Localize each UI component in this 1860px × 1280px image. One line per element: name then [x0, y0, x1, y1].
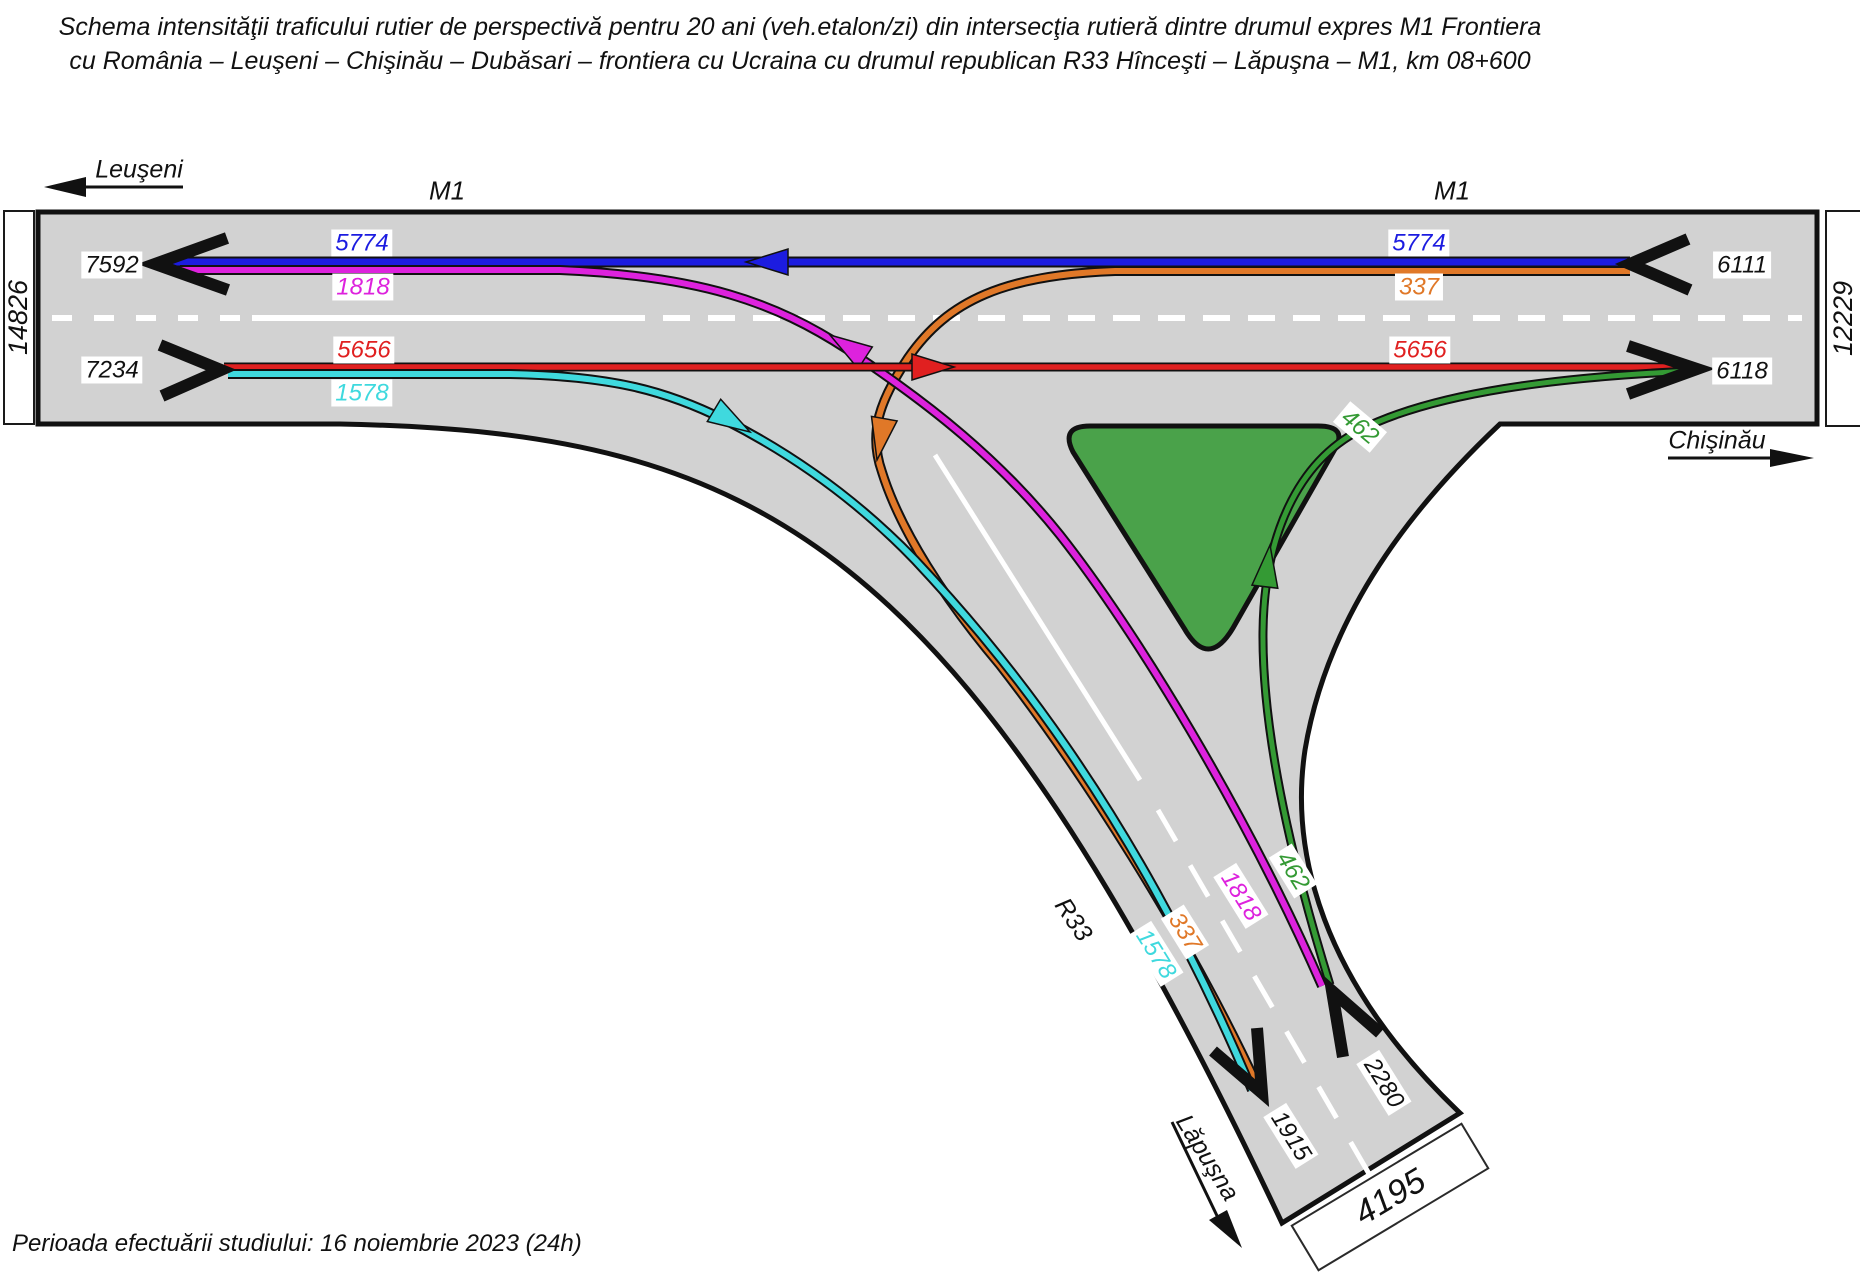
chevron-south-outbound-icon	[1209, 1027, 1270, 1107]
flow-arrow-south-east-icon	[1250, 542, 1279, 590]
section-total-east: 12229	[1828, 280, 1858, 357]
title-line-2: cu România – Leuşeni – Chişinău – Dubăsa…	[69, 47, 1531, 75]
flow-west-to-south	[228, 369, 1257, 1092]
road-surface	[35, 209, 1820, 1227]
road-m1-east-label: M1	[1433, 175, 1471, 206]
destination-arrows	[44, 177, 1814, 1248]
flow-value-1818-west: 1818	[332, 273, 394, 301]
chevron-east-inbound-icon	[1614, 233, 1693, 296]
road-m1-west-label: M1	[428, 175, 466, 206]
section-total-east-box: 12229	[1825, 210, 1860, 427]
flow-south-to-west	[180, 265, 1327, 989]
chisinau-arrow-icon	[1668, 449, 1814, 467]
flow-value-337-east: 337	[1394, 273, 1444, 301]
flow-arrow-westbound-icon	[743, 247, 789, 277]
study-period-note: Perioada efectuării studiului: 16 noiemb…	[12, 1230, 582, 1257]
approach-total-east-inbound: 6111	[1713, 251, 1771, 279]
approach-total-west-inbound: 7234	[81, 356, 143, 384]
chevron-west-inbound-icon	[157, 339, 237, 402]
flow-value-5656-east: 5656	[1389, 336, 1451, 364]
approach-total-west-outbound: 7592	[81, 251, 143, 279]
chevron-south-inbound-icon	[1323, 975, 1384, 1058]
flow-arrow-east-south-icon	[870, 415, 899, 463]
approach-chevrons	[137, 232, 1716, 1107]
flow-arrow-eastbound-icon	[911, 352, 957, 382]
flow-value-5774-east: 5774	[1388, 229, 1450, 257]
flow-value-1578-west: 1578	[331, 379, 393, 407]
section-total-west: 14826	[3, 279, 34, 356]
destination-west-label: Leuşeni	[95, 155, 183, 184]
flow-eastbound-through	[224, 352, 1692, 382]
approach-total-east-outbound: 6118	[1712, 357, 1772, 385]
flow-arrow-south-west-icon	[827, 333, 874, 371]
flow-arrow-west-south-icon	[706, 397, 753, 434]
traffic-island	[1066, 423, 1342, 652]
flow-value-5774-west: 5774	[331, 229, 393, 257]
section-total-west-box: 14826	[3, 210, 35, 425]
lapusna-arrow-icon	[1170, 1121, 1242, 1248]
page-title: Schema intensităţii traficului rutier de…	[40, 10, 1560, 78]
chevron-west-outbound-icon	[137, 232, 231, 296]
title-line-1: Schema intensităţii traficului rutier de…	[58, 13, 1542, 41]
destination-east-label: Chişinău	[1668, 426, 1766, 455]
flow-westbound-through	[172, 247, 1630, 277]
flow-value-5656-west: 5656	[333, 336, 395, 364]
chevron-east-outbound-icon	[1625, 340, 1716, 400]
r33-center-line	[932, 453, 1393, 1212]
leuseni-arrow-icon	[44, 177, 183, 197]
flow-south-to-east	[1250, 366, 1693, 987]
